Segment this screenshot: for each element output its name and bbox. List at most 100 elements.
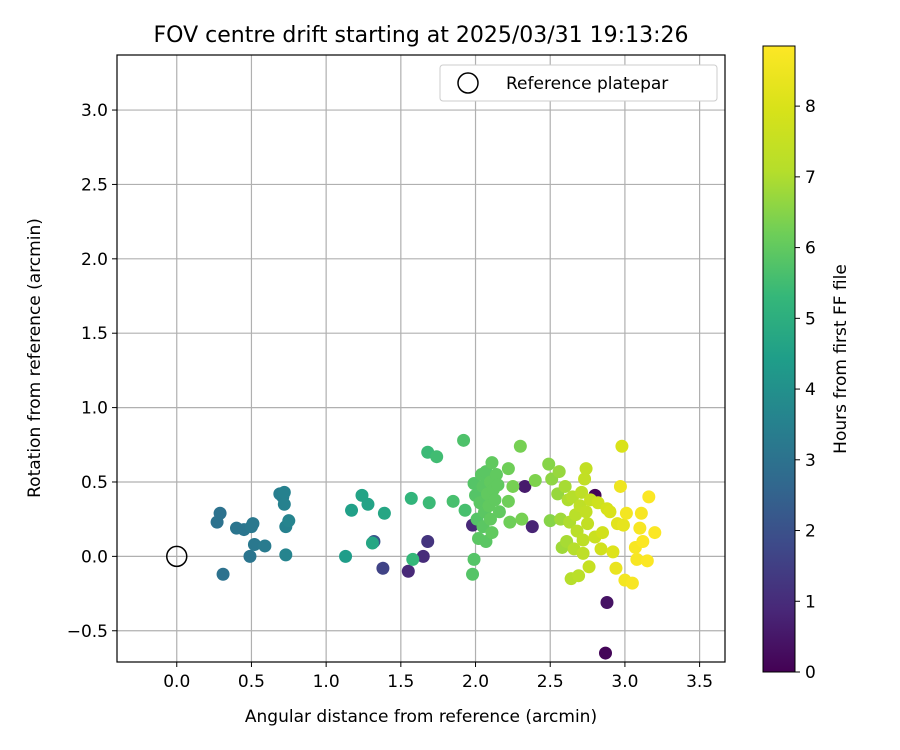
scatter-point	[640, 554, 654, 568]
scatter-point	[515, 512, 529, 526]
scatter-point	[616, 518, 630, 532]
scatter-point	[542, 457, 556, 471]
x-axis-label: Angular distance from reference (arcmin)	[245, 707, 597, 727]
scatter-point	[467, 552, 481, 566]
data-points	[166, 433, 662, 660]
scatter-point	[491, 478, 505, 492]
scatter-point	[485, 456, 499, 470]
scatter-point	[416, 549, 430, 563]
x-tick-label: 3.5	[686, 672, 713, 692]
scatter-point	[576, 533, 590, 547]
scatter-point	[492, 505, 506, 519]
chart-title: FOV centre drift starting at 2025/03/31 …	[154, 23, 689, 48]
scatter-point	[552, 465, 566, 479]
y-tick-label: 3.0	[81, 101, 108, 121]
scatter-point	[421, 534, 435, 548]
scatter-point	[243, 549, 257, 563]
scatter-point	[489, 468, 503, 482]
legend-marker-reference	[457, 72, 479, 94]
y-axis-label: Rotation from reference (arcmin)	[25, 218, 45, 498]
colorbar-label: Hours from first FF file	[831, 264, 851, 454]
scatter-point	[404, 491, 418, 505]
scatter-point	[466, 567, 480, 581]
scatter-point	[458, 503, 472, 517]
scatter-point	[596, 526, 610, 540]
colorbar	[762, 45, 796, 673]
legend-box	[439, 64, 718, 102]
scatter-point	[258, 539, 272, 553]
colorbar-tick-label: 2	[805, 522, 816, 542]
scatter-point	[582, 560, 596, 574]
scatter-point	[606, 545, 620, 559]
colorbar-tick-label: 0	[805, 663, 816, 683]
scatter-point	[247, 537, 261, 551]
colorbar-tick-label: 3	[805, 451, 816, 471]
scatter-point	[630, 552, 644, 566]
scatter-point	[642, 490, 656, 504]
scatter-point	[446, 494, 460, 508]
y-tick-label: −0.5	[67, 622, 108, 642]
scatter-point	[406, 552, 420, 566]
reference-point-marker	[166, 545, 188, 568]
scatter-point	[572, 569, 586, 583]
scatter-point	[279, 548, 293, 562]
scatter-point	[633, 521, 647, 535]
scatter-point	[576, 546, 590, 560]
legend: Reference platepar	[439, 64, 718, 102]
scatter-point	[501, 462, 515, 476]
scatter-point	[376, 561, 390, 575]
scatter-point	[365, 536, 379, 550]
colorbar-ticks: 0 1 2 3 4 5 6 7 8	[795, 97, 816, 683]
scatter-point	[558, 479, 572, 493]
y-tick-label: 1.0	[81, 399, 108, 419]
colorbar-tick-label: 5	[805, 309, 816, 329]
x-tick-label: 1.5	[387, 672, 414, 692]
scatter-point	[615, 439, 629, 453]
scatter-point	[213, 506, 227, 520]
scatter-point	[648, 526, 662, 540]
scatter-point	[277, 497, 291, 511]
y-tick-label: 0.5	[81, 473, 108, 493]
scatter-point	[600, 595, 614, 609]
x-tick-label: 0.0	[163, 672, 190, 692]
colorbar-tick-label: 1	[805, 592, 816, 612]
scatter-point	[277, 485, 291, 499]
y-tick-label: 0.0	[81, 547, 108, 567]
scatter-point	[361, 497, 375, 511]
scatter-point	[598, 646, 612, 660]
scatter-point	[625, 576, 639, 590]
x-tick-label: 3.0	[611, 672, 638, 692]
scatter-point	[619, 506, 633, 520]
scatter-point	[603, 505, 617, 519]
scatter-point	[525, 520, 539, 534]
scatter-point	[613, 479, 627, 493]
x-axis-ticks: 0.0 0.5 1.0 1.5 2.0 2.5 3.0 3.5	[163, 662, 713, 692]
y-tick-label: 1.5	[81, 324, 108, 344]
y-tick-label: 2.5	[81, 175, 108, 195]
x-tick-label: 1.0	[313, 672, 340, 692]
x-tick-label: 0.5	[238, 672, 265, 692]
scatter-point	[581, 517, 595, 531]
plot-frame	[116, 54, 726, 663]
y-axis-ticks: −0.5 0.0 0.5 1.0 1.5 2.0 2.5 3.0	[67, 101, 117, 642]
scatter-point	[506, 479, 520, 493]
scatter-point	[485, 526, 499, 540]
x-tick-label: 2.5	[537, 672, 564, 692]
x-tick-label: 2.0	[462, 672, 489, 692]
scatter-point	[216, 567, 230, 581]
scatter-point	[422, 496, 436, 510]
scatter-point	[457, 433, 471, 447]
scatter-point	[543, 514, 557, 528]
scatter-point	[579, 462, 593, 476]
scatter-point	[488, 493, 502, 507]
scatter-point	[339, 549, 353, 563]
scatter-point	[528, 473, 542, 487]
scatter-point	[634, 506, 648, 520]
colorbar-tick-label: 7	[805, 168, 816, 188]
y-tick-label: 2.0	[81, 250, 108, 270]
colorbar-tick-label: 4	[805, 380, 816, 400]
scatter-point	[501, 494, 515, 508]
grid-lines	[117, 55, 725, 662]
scatter-point	[594, 542, 608, 556]
